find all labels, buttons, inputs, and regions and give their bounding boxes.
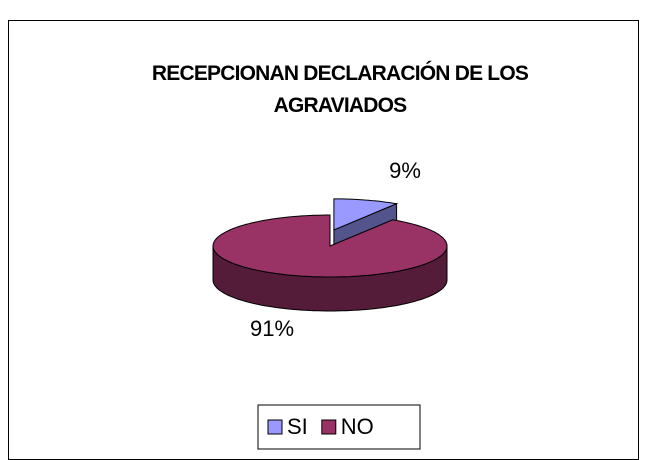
pie-slice <box>212 214 448 278</box>
chart-title: RECEPCIONAN DECLARACIÓN DE LOS AGRAVIADO… <box>151 62 529 117</box>
legend-box <box>257 404 421 450</box>
legend-swatch <box>267 419 283 435</box>
legend-label: NO <box>341 414 374 439</box>
data-label: 91% <box>250 316 294 341</box>
legend-swatch <box>321 419 337 435</box>
data-label: 9% <box>389 158 421 183</box>
pie-slice <box>333 198 399 231</box>
legend-label: SI <box>287 414 308 439</box>
